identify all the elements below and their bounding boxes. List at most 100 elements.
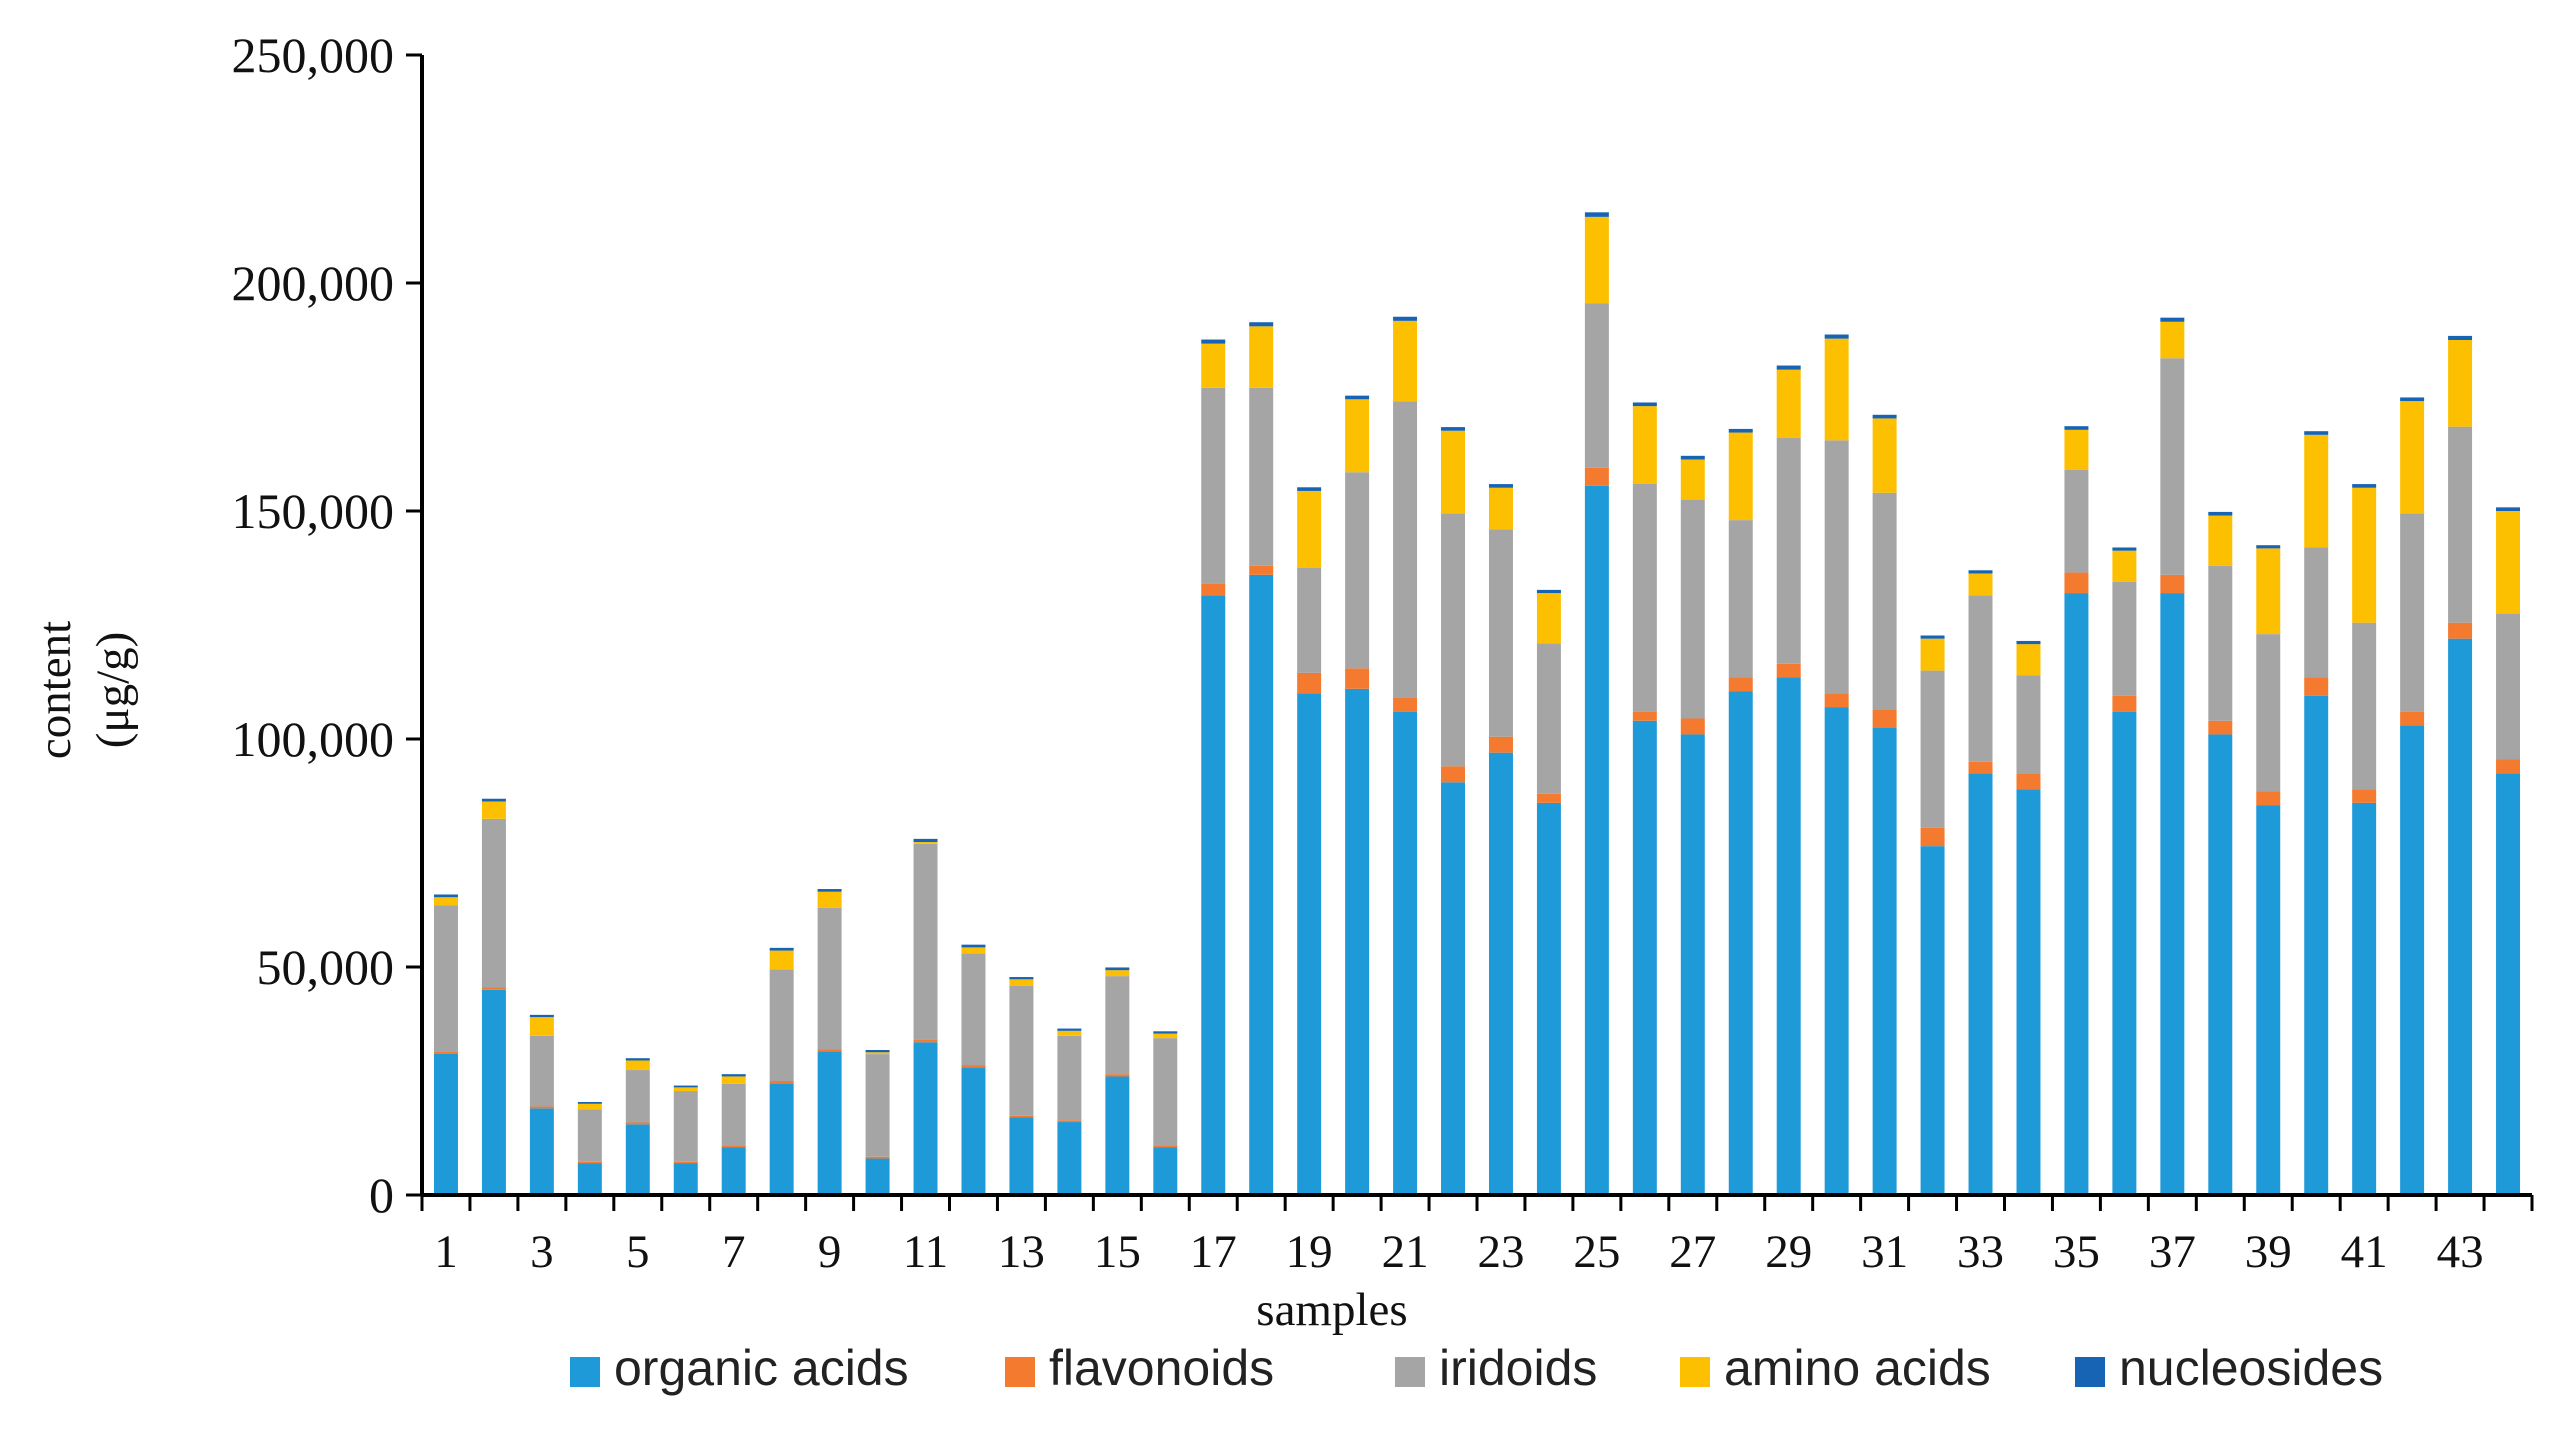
bar-segment-organic-acids [433, 1053, 458, 1195]
bar-segment-amino-acids [1488, 487, 1513, 530]
bar-segment-flavonoids [1680, 718, 1705, 735]
bar-segment-organic-acids [817, 1051, 842, 1195]
bar-segment-organic-acids [1105, 1076, 1130, 1195]
bar-segment-amino-acids [1249, 326, 1274, 388]
bar-segment-flavonoids [673, 1161, 698, 1164]
bar-segment-amino-acids [769, 950, 794, 970]
bar-segment-nucleosides [1249, 322, 1274, 327]
bar-segment-flavonoids [961, 1065, 986, 1068]
bar-segment-flavonoids [529, 1106, 554, 1109]
y-tick-label: 50,000 [257, 939, 395, 995]
bar-segment-nucleosides [1441, 427, 1466, 431]
bar-segment-organic-acids [2256, 805, 2281, 1195]
bar-segment-iridoids [769, 969, 794, 1081]
x-tick-label: 19 [1286, 1226, 1333, 1278]
bar-segment-amino-acids [529, 1017, 554, 1036]
bar-segment-iridoids [1872, 492, 1897, 710]
bar-segment-organic-acids [2304, 695, 2329, 1195]
bar-segment-amino-acids [1920, 638, 1945, 671]
bar-segment-iridoids [961, 953, 986, 1066]
bar-segment-amino-acids [913, 842, 938, 844]
bar-segment-amino-acids [1968, 573, 1993, 596]
bar-segment-nucleosides [2112, 547, 2137, 551]
bar-segment-flavonoids [1297, 672, 1322, 694]
bar-segment-iridoids [2400, 513, 2425, 712]
bar-segment-flavonoids [1057, 1120, 1082, 1123]
bar-segment-nucleosides [625, 1058, 650, 1061]
bar-segment-organic-acids [529, 1108, 554, 1195]
bar-segment-amino-acids [2400, 401, 2425, 514]
bar-segment-flavonoids [1441, 766, 1466, 783]
bar-segment-nucleosides [2352, 484, 2377, 488]
bar-segment-flavonoids [1584, 467, 1609, 486]
bar-segment-organic-acids [2112, 711, 2137, 1195]
x-tick-label: 9 [818, 1226, 842, 1278]
bar-segment-organic-acids [1872, 727, 1897, 1195]
bar-segment-iridoids [625, 1070, 650, 1123]
bar-segment-nucleosides [817, 889, 842, 892]
bar-segment-amino-acids [2208, 515, 2233, 566]
bar-segment-amino-acids [1153, 1033, 1178, 1039]
x-axis-title: samples [1256, 1284, 1407, 1336]
bar-segment-organic-acids [1920, 846, 1945, 1195]
bar-segment-iridoids [2160, 358, 2185, 575]
bar-segment-nucleosides [2208, 511, 2233, 516]
bar-segment-flavonoids [2496, 759, 2521, 774]
bar-segment-nucleosides [1009, 977, 1034, 980]
bar-segment-iridoids [529, 1035, 554, 1107]
bar-segment-amino-acids [2304, 434, 2329, 548]
bar-segment-organic-acids [1488, 752, 1513, 1195]
bar-segment-flavonoids [1968, 761, 1993, 774]
bar-segment-iridoids [2064, 469, 2089, 573]
bar-segment-flavonoids [1249, 565, 1274, 575]
bar-segment-flavonoids [2400, 711, 2425, 726]
bar-segment-nucleosides [1824, 334, 1849, 339]
bar-segment-flavonoids [577, 1161, 602, 1164]
bar-segment-organic-acids [1968, 773, 1993, 1195]
x-tick-label: 43 [2437, 1226, 2484, 1278]
bar-segment-iridoids [817, 907, 842, 1050]
x-tick-label: 33 [1957, 1226, 2004, 1278]
bar-segment-iridoids [1249, 387, 1274, 566]
bar-segment-iridoids [2208, 565, 2233, 721]
x-tick-label: 23 [1477, 1226, 1524, 1278]
x-tick-label: 37 [2149, 1226, 2196, 1278]
legend-label-organic-acids: organic acids [614, 1340, 909, 1396]
bar-segment-amino-acids [1824, 338, 1849, 441]
bar-segment-nucleosides [1632, 402, 1657, 407]
legend-swatch-iridoids [1395, 1357, 1425, 1387]
bar-segment-flavonoids [1536, 793, 1561, 803]
y-tick-label: 200,000 [232, 255, 395, 311]
bar-segment-organic-acids [673, 1163, 698, 1195]
bar-segment-amino-acids [1536, 593, 1561, 644]
bar-segment-iridoids [1153, 1038, 1178, 1146]
bar-segment-amino-acids [1441, 430, 1466, 514]
bar-segment-iridoids [1009, 985, 1034, 1116]
bar-segment-amino-acids [2064, 429, 2089, 470]
bar-segment-nucleosides [2400, 397, 2425, 402]
bar-segment-iridoids [1105, 976, 1130, 1075]
bar-segment-nucleosides [865, 1049, 890, 1053]
legend-swatch-nucleosides [2075, 1357, 2105, 1387]
bar-segment-nucleosides [2064, 426, 2089, 430]
bar-segment-organic-acids [1776, 677, 1801, 1195]
bar-segment-flavonoids [2016, 773, 2041, 790]
bar-segment-flavonoids [769, 1081, 794, 1084]
bar-segment-nucleosides [1393, 316, 1418, 321]
bar-segment-amino-acids [481, 801, 506, 819]
bar-segment-amino-acids [1105, 970, 1130, 977]
bar-segment-nucleosides [721, 1074, 746, 1077]
bar-segment-iridoids [1441, 513, 1466, 767]
legend-label-nucleosides: nucleosides [2119, 1340, 2383, 1396]
bar-segment-iridoids [1920, 670, 1945, 828]
bar-segment-organic-acids [1393, 711, 1418, 1195]
bar-segment-nucleosides [2016, 640, 2041, 645]
bar-segment-amino-acids [625, 1060, 650, 1071]
bar-segment-iridoids [1632, 483, 1657, 712]
bar-segment-amino-acids [1728, 432, 1753, 521]
bar-segment-iridoids [865, 1054, 890, 1157]
y-tick-layer: 0 50,000 100,000 150,000 200,000 250,000 [232, 27, 422, 1223]
bar-segment-amino-acids [673, 1087, 698, 1092]
bar-segment-amino-acids [961, 947, 986, 954]
